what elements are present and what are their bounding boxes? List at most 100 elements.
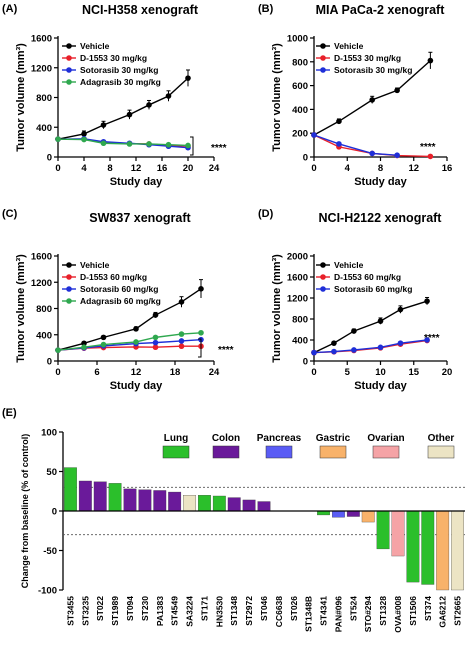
data-point xyxy=(336,141,342,147)
legend-swatch xyxy=(162,445,190,459)
significance-label: **** xyxy=(424,333,440,344)
legend-label: Sotorasib 60 mg/kg xyxy=(334,284,412,294)
bar xyxy=(257,501,271,512)
data-point xyxy=(427,153,434,160)
category-label: ST171 xyxy=(199,596,209,621)
category-label: ST524 xyxy=(348,596,358,621)
legend-label: D-1553 60 mg/kg xyxy=(80,272,147,282)
data-point xyxy=(152,339,159,346)
category-label: GA6212 xyxy=(438,596,448,628)
data-point xyxy=(427,57,434,64)
bar xyxy=(183,495,196,512)
y-tick-label: -100 xyxy=(38,586,57,597)
category-label: ST1328 xyxy=(378,596,388,626)
category-label: ST4549 xyxy=(170,596,180,626)
y-tick-label: 0 xyxy=(303,153,308,164)
x-tick-label: 12 xyxy=(131,367,142,378)
y-tick-label: 2000 xyxy=(287,252,308,263)
legend-label: Vehicle xyxy=(334,260,364,270)
y-tick-label: 400 xyxy=(36,123,52,134)
bar xyxy=(361,510,375,523)
data-point xyxy=(81,131,87,137)
data-point xyxy=(152,344,159,351)
data-point xyxy=(178,338,185,344)
data-point xyxy=(311,132,317,138)
x-tick-label: 24 xyxy=(209,367,220,378)
chart-title: NCI-H2122 xenograft xyxy=(319,211,443,225)
bar xyxy=(391,510,405,557)
data-point xyxy=(394,87,400,94)
series-line xyxy=(313,339,428,354)
category-label: ST022 xyxy=(95,596,105,621)
category-label: ST094 xyxy=(125,596,135,621)
legend-label: D-1553 60 mg/kg xyxy=(334,272,401,282)
x-axis-label: Study day xyxy=(354,176,407,188)
legend-marker xyxy=(320,286,326,292)
category-label: ST026 xyxy=(289,596,299,621)
y-tick-label: 400 xyxy=(292,336,308,347)
significance-label: **** xyxy=(420,142,436,153)
legend-marker xyxy=(320,262,326,268)
bar xyxy=(227,497,241,512)
series-line xyxy=(57,77,189,140)
bar xyxy=(436,510,450,591)
data-point xyxy=(351,328,357,334)
legend-label: Pancreas xyxy=(257,433,302,444)
bar xyxy=(421,510,435,585)
data-point xyxy=(55,136,61,142)
y-tick-label: 400 xyxy=(36,330,52,341)
significance-label: **** xyxy=(211,143,227,154)
x-tick-label: 24 xyxy=(209,163,220,174)
y-tick-label: 800 xyxy=(36,93,52,104)
series-line xyxy=(313,300,428,354)
x-tick-label: 20 xyxy=(442,367,453,378)
category-label: ST1989 xyxy=(110,596,120,626)
bar xyxy=(153,490,167,512)
legend-label: Adagrasib 60 mg/kg xyxy=(80,296,161,306)
data-point xyxy=(178,343,185,350)
panel-label: (B) xyxy=(258,3,274,15)
legend-marker xyxy=(66,286,72,292)
chart-title: MIA PaCa-2 xenograft xyxy=(316,3,446,17)
category-label: SA3224 xyxy=(185,596,195,627)
data-point xyxy=(369,150,375,157)
y-tick-label: 0 xyxy=(303,357,308,368)
x-tick-label: 0 xyxy=(311,367,316,378)
panel-label: (A) xyxy=(2,3,18,15)
y-axis-label: Tumor volume (mm³) xyxy=(15,43,27,152)
category-label: ST374 xyxy=(423,596,433,621)
chart-title: SW837 xenograft xyxy=(89,211,191,225)
y-tick-label: 0 xyxy=(52,507,57,518)
data-point xyxy=(377,318,384,324)
significance-bracket xyxy=(190,136,194,156)
bar xyxy=(242,499,256,512)
data-point xyxy=(146,141,152,147)
category-label: ST2972 xyxy=(244,596,254,626)
y-tick-label: 1200 xyxy=(31,278,52,289)
x-tick-label: 6 xyxy=(94,367,99,378)
data-point xyxy=(331,340,337,346)
data-point xyxy=(133,326,139,332)
data-point xyxy=(424,337,430,343)
data-point xyxy=(100,334,107,341)
panel-e: (E) -100 -50 0 50 100 Change from baseline (% … xyxy=(2,407,465,633)
x-tick-label: 4 xyxy=(345,163,351,174)
data-point xyxy=(185,75,191,81)
legend-marker xyxy=(320,55,326,61)
legend-label: Other xyxy=(428,433,455,444)
legend-label: Sotorasib 30 mg/kg xyxy=(334,65,412,75)
x-axis-label: Study day xyxy=(354,380,407,392)
category-label: ST2665 xyxy=(453,596,463,626)
legend-label: D-1553 30 mg/kg xyxy=(80,53,147,63)
x-tick-label: 5 xyxy=(345,367,351,378)
bar xyxy=(212,495,226,512)
data-point xyxy=(126,141,133,147)
bar xyxy=(451,510,464,591)
legend-label: Vehicle xyxy=(334,41,364,51)
chart-title: NCI-H358 xenograft xyxy=(82,3,199,17)
y-tick-label: 0 xyxy=(47,357,52,368)
data-point xyxy=(377,344,384,351)
category-label: ST3235 xyxy=(80,596,90,626)
series-vehicle xyxy=(311,296,430,356)
